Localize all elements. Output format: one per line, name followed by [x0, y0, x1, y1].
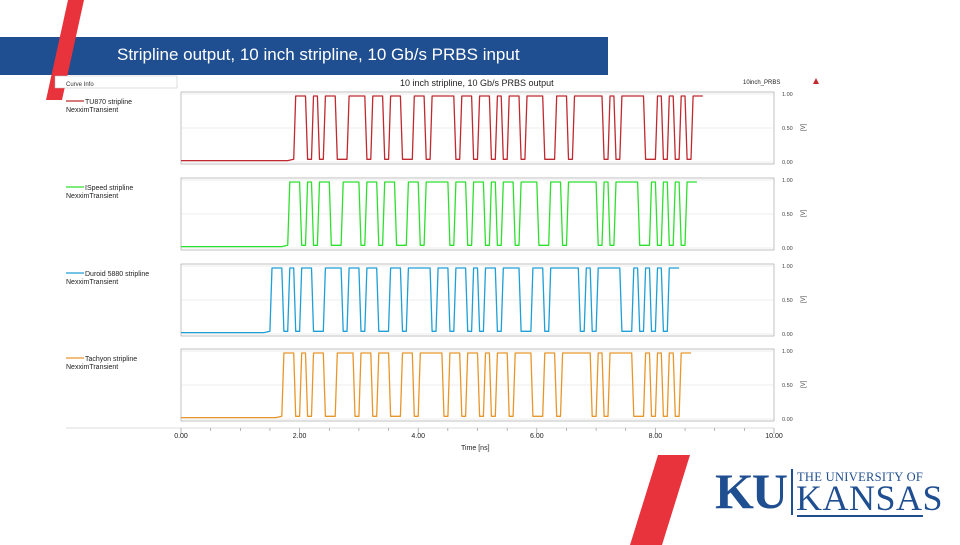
ku-line2: KANSAS	[796, 478, 944, 518]
legend-entry-sub: NexximTransient	[66, 364, 118, 371]
panel-1: 1.00 0.50 0.00 [V] ISpeed striplineNexximTra…	[66, 177, 807, 252]
corner-marker-icon	[813, 78, 819, 84]
y-tick-label: 1.00	[782, 178, 793, 184]
y-tick-label: 0.50	[782, 126, 793, 132]
ku-underline	[797, 515, 923, 517]
slide-title: Stripline output, 10 inch stripline, 10 …	[117, 45, 520, 64]
legend-header-box	[54, 75, 178, 89]
ku-divider	[791, 469, 793, 515]
y-axis-label: [V]	[801, 380, 807, 388]
y-axis-label: [V]	[801, 209, 807, 217]
x-tick-label: 8.00	[649, 433, 663, 440]
bottom-red-slash	[630, 455, 690, 545]
top-red-slash	[46, 0, 84, 100]
y-axis-label: [V]	[801, 123, 807, 131]
y-tick-label: 0.50	[782, 212, 793, 218]
ku-logo: KU THE UNIVERSITY OF KANSAS	[715, 463, 943, 519]
y-tick-label: 0.00	[782, 246, 793, 252]
x-tick-label: 6.00	[530, 433, 544, 440]
x-tick-label: 2.00	[293, 433, 307, 440]
panel-2: 1.00 0.50 0.00 [V] Duroid 5880 striplineNexx…	[66, 263, 807, 338]
legend-entry: Duroid 5880 stripline	[85, 271, 149, 278]
y-tick-label: 1.00	[782, 349, 793, 355]
legend-header: Curve Info	[66, 82, 94, 88]
x-tick-label: 0.00	[174, 433, 188, 440]
x-tick-label: 4.00	[411, 433, 425, 440]
y-tick-label: 0.50	[782, 383, 793, 389]
corner-label: 10inch_PRBS	[743, 80, 780, 86]
panel-0: 1.00 0.50 0.00 [V] TU870 striplineNexximTran…	[66, 91, 807, 166]
y-tick-label: 1.00	[782, 264, 793, 270]
legend-entry-sub: NexximTransient	[66, 279, 118, 286]
legend-entry-sub: NexximTransient	[66, 193, 118, 200]
y-axis-label: [V]	[801, 295, 807, 303]
y-tick-label: 0.00	[782, 332, 793, 338]
panel-3: 1.00 0.50 0.00 [V] Tachyon striplineNexximTr…	[66, 348, 807, 423]
series-line	[181, 267, 680, 334]
legend-entry-sub: NexximTransient	[66, 107, 118, 114]
y-tick-label: 1.00	[782, 92, 793, 98]
y-tick-label: 0.00	[782, 417, 793, 423]
y-tick-label: 0.00	[782, 160, 793, 166]
series-line	[181, 181, 697, 248]
chart-title: 10 inch stripline, 10 Gb/s PRBS output	[400, 78, 554, 88]
ku-monogram: KU	[715, 463, 788, 519]
series-line	[181, 352, 691, 419]
series-line	[181, 95, 703, 162]
x-tick-label: 10.00	[765, 433, 783, 440]
x-axis-label: Time [ns]	[461, 445, 490, 452]
legend-entry: ISpeed stripline	[85, 185, 133, 192]
y-tick-label: 0.50	[782, 298, 793, 304]
title-bar	[0, 37, 608, 75]
ku-line1: THE UNIVERSITY OF	[797, 470, 924, 484]
legend-entry: TU870 stripline	[85, 99, 132, 106]
legend-entry: Tachyon stripline	[85, 356, 137, 363]
